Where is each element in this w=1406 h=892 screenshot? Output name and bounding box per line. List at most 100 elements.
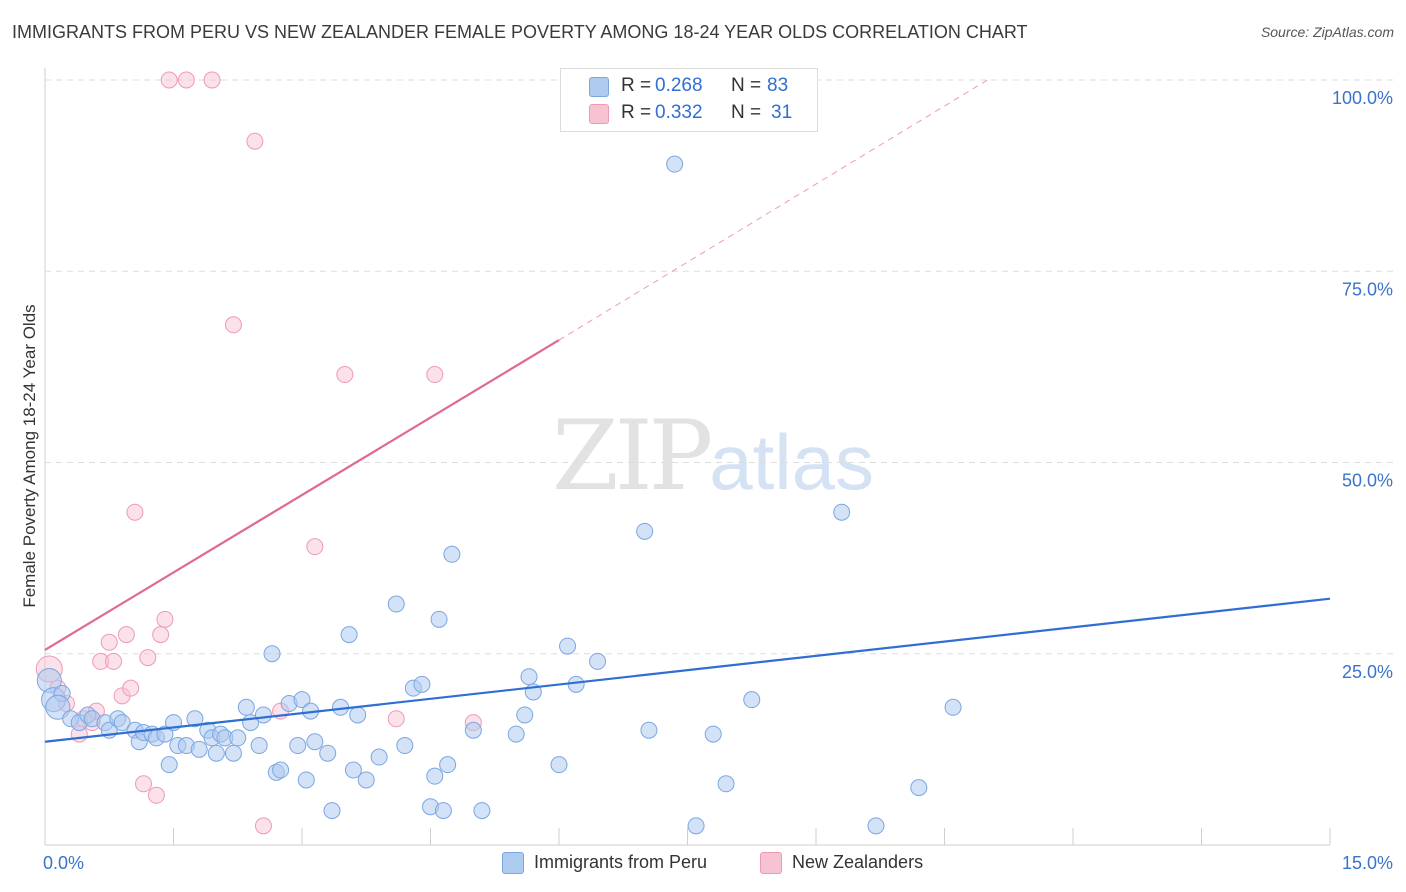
- x-tick-label-min: 0.0%: [43, 853, 84, 873]
- nz-point: [135, 775, 153, 793]
- nz-point: [224, 316, 242, 334]
- nz-point: [126, 503, 144, 521]
- peru-point: [439, 756, 457, 774]
- nz-point: [306, 538, 324, 556]
- peru-point: [272, 761, 290, 779]
- peru-point: [687, 817, 705, 835]
- nz-point: [246, 132, 264, 150]
- nz-point: [203, 71, 221, 89]
- peru-point: [297, 771, 315, 789]
- y-tick-label: 25.0%: [1342, 662, 1393, 682]
- nz-point: [156, 610, 174, 628]
- nz-point: [105, 652, 123, 670]
- peru-point: [640, 721, 658, 739]
- peru-point: [507, 725, 525, 743]
- peru-point: [473, 802, 491, 820]
- peru-point: [344, 761, 362, 779]
- peru-point: [944, 698, 962, 716]
- source-label: Source: ZipAtlas.com: [1260, 24, 1394, 40]
- peru-point: [520, 668, 538, 686]
- nz-point: [160, 71, 178, 89]
- peru-point: [113, 714, 131, 732]
- peru-point: [567, 675, 585, 693]
- nz-point: [177, 71, 195, 89]
- legend-r-value: 0.332: [655, 102, 703, 123]
- nz-point: [122, 679, 140, 697]
- chart-title: IMMIGRANTS FROM PERU VS NEW ZEALANDER FE…: [12, 22, 1028, 42]
- watermark: ZIPatlas: [552, 400, 874, 512]
- peru-point: [387, 595, 405, 613]
- peru-point: [430, 610, 448, 628]
- peru-point: [323, 802, 341, 820]
- legend-n-label: N =: [731, 75, 762, 96]
- nz-trend-line: [44, 339, 560, 651]
- peru-point: [293, 691, 311, 709]
- peru-point: [229, 729, 247, 747]
- peru-point: [160, 756, 178, 774]
- nz-point: [254, 817, 272, 835]
- nz-point: [139, 649, 157, 667]
- peru-swatch: [502, 852, 524, 874]
- nz-swatch: [760, 852, 782, 874]
- watermark-zip: ZIP: [552, 400, 713, 512]
- peru-point: [349, 706, 367, 724]
- correlation-legend: R = 0.268 N = 83 R = 0.332 N = 31: [560, 68, 818, 132]
- peru-point: [743, 691, 761, 709]
- peru-point: [45, 694, 71, 720]
- y-tick-label: 75.0%: [1342, 279, 1393, 299]
- peru-point: [319, 744, 337, 762]
- peru-point: [357, 771, 375, 789]
- peru-point: [186, 710, 204, 728]
- nz-swatch: [589, 104, 609, 124]
- legend-n-value: 31: [771, 102, 793, 123]
- legend-r-label: R =: [621, 102, 652, 123]
- peru-point: [443, 545, 461, 563]
- peru-point: [254, 706, 272, 724]
- y-tick-label: 100.0%: [1332, 88, 1393, 108]
- nz-point: [147, 786, 165, 804]
- bottom-legend-nz-label: New Zealanders: [792, 852, 924, 872]
- peru-point: [156, 725, 174, 743]
- peru-point: [396, 737, 414, 755]
- peru-point: [867, 817, 885, 835]
- peru-point: [833, 503, 851, 521]
- peru-point: [717, 775, 735, 793]
- peru-point: [289, 737, 307, 755]
- peru-point: [426, 767, 444, 785]
- bottom-legend-peru-label: Immigrants from Peru: [534, 852, 708, 872]
- x-tick-label-max: 15.0%: [1342, 853, 1393, 873]
- nz-point: [117, 626, 135, 644]
- nz-point: [387, 710, 405, 728]
- legend-n-value: 83: [767, 75, 789, 96]
- nz-point: [152, 626, 170, 644]
- watermark-atlas: atlas: [709, 418, 874, 506]
- peru-point: [237, 698, 255, 716]
- nz-point: [100, 633, 118, 651]
- peru-point: [370, 748, 388, 766]
- peru-point: [190, 740, 208, 758]
- legend-n-label: N =: [731, 102, 762, 123]
- peru-point: [250, 737, 268, 755]
- nz-point: [426, 366, 444, 384]
- y-axis-label: Female Poverty Among 18-24 Year Olds: [20, 304, 39, 608]
- peru-point: [413, 675, 431, 693]
- peru-point: [340, 626, 358, 644]
- nz-point: [336, 366, 354, 384]
- peru-point: [224, 744, 242, 762]
- peru-point: [589, 652, 607, 670]
- y-tick-label: 50.0%: [1342, 471, 1393, 491]
- peru-point: [434, 802, 452, 820]
- peru-point: [666, 155, 684, 173]
- peru-point: [704, 725, 722, 743]
- peru-point: [516, 706, 534, 724]
- peru-point: [910, 779, 928, 797]
- legend-r-value: 0.268: [655, 75, 703, 96]
- peru-point: [207, 744, 225, 762]
- peru-point: [550, 756, 568, 774]
- peru-swatch: [589, 77, 609, 97]
- peru-point: [306, 733, 324, 751]
- peru-point: [464, 721, 482, 739]
- peru-point: [636, 522, 654, 540]
- legend-r-label: R =: [621, 75, 652, 96]
